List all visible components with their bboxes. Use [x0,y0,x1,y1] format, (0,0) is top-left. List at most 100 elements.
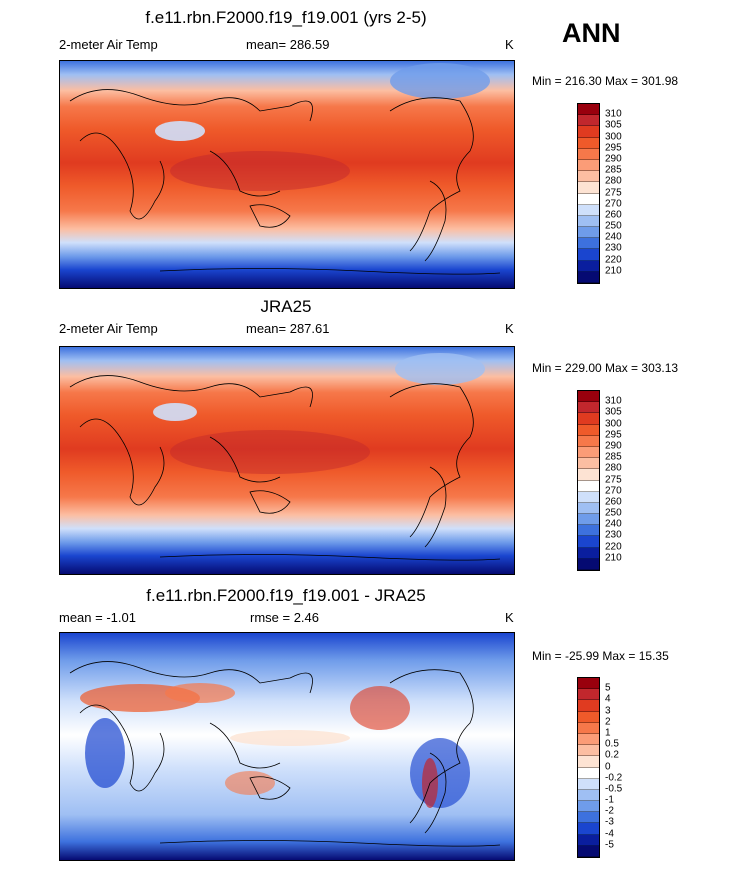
panel3-colorbar-tick-label: 1 [605,727,611,739]
panel3-title: f.e11.rbn.F2000.f19_f19.001 - JRA25 [146,586,426,605]
panel2-title: JRA25 [260,297,312,316]
panel2-colorbar-tick-label: 305 [605,406,622,418]
panel3-colorbar-tick-label: 2 [605,716,611,728]
panel2-colorbar-segments [578,391,599,570]
panel3-colorbar-tick-label: 0 [605,761,611,772]
panel2-colorbar-tick-label: 275 [605,474,622,485]
panel3-colorbar-tick-label: -5 [605,839,614,851]
panel1-colorbar-swatch [578,182,599,194]
panel3-map [59,632,515,861]
panel1-colorbar-tick-label: 300 [605,131,622,143]
panel1-colorbar-tick-label: 230 [605,242,622,254]
panel3-colorbar-swatch [578,812,599,824]
panel3-colorbar [577,677,600,858]
panel1-colorbar-tick-label: 280 [605,175,622,187]
panel3-colorbar-swatch [578,834,599,846]
panel3-colorbar-swatch [578,722,599,734]
panel1-variable-label: 2-meter Air Temp [59,37,158,52]
panel3-map-svg [60,633,514,860]
panel1-colorbar-tick-label: 270 [605,198,622,210]
panel3-colorbar-tick-label: -2 [605,805,614,817]
panel2-colorbar-tick-label: 260 [605,496,622,508]
panel2-colorbar-tick-label: 210 [605,552,622,564]
panel1-colorbar-swatch [578,193,599,205]
panel1-map-svg [60,61,514,288]
panel2-colorbar-swatch [578,435,599,447]
panel3-mean-label: mean = -1.01 [59,610,136,625]
panel1-colorbar-swatch [578,137,599,149]
panel1-colorbar-tick-label: 290 [605,153,622,165]
panel2-map-svg [60,347,514,574]
panel2-colorbar-tick-label: 220 [605,541,622,553]
panel2-variable-label: 2-meter Air Temp [59,321,158,336]
panel1-colorbar-tick-label: 260 [605,209,622,221]
panel1-colorbar-swatch [578,204,599,216]
panel2-minmax: Min = 229.00 Max = 303.13 [532,361,679,375]
panel1-colorbar-swatch [578,249,599,261]
panel2-colorbar-swatch [578,525,599,537]
panel2-colorbar-tick-label: 295 [605,429,622,441]
panel3-colorbar-tick-label: 3 [605,705,611,717]
panel1-colorbar-tick-label: 285 [605,164,622,176]
panel3-colorbar-tick-label: 0.5 [605,738,619,750]
panel1-colorbar-swatch [578,104,599,116]
panel2-colorbar-swatch [578,514,599,526]
panel2-colorbar-tick-label: 285 [605,451,622,463]
panel2-colorbar-swatch [578,458,599,470]
panel2-colorbar-swatch [578,558,599,570]
panel3-colorbar-swatch [578,756,599,768]
panel2-map [59,346,515,575]
panel3-colorbar-swatch [578,733,599,746]
panel1-colorbar-swatch [578,159,599,172]
panel3-colorbar-swatch [578,745,599,757]
panel2-colorbar-swatch [578,491,599,503]
panel1-colorbar-tick-label: 220 [605,254,622,266]
panel3-colorbar-tick-label: -1 [605,794,614,806]
panel2-colorbar-swatch [578,536,599,548]
panel2-colorbar-tick-label: 300 [605,418,622,430]
panel2-mean-label: mean= 287.61 [246,321,330,336]
panel3-colorbar-tick-label: 5 [605,682,611,694]
panel3-units-label: K [505,610,514,625]
season-label: ANN [562,18,621,48]
panel1-minmax: Min = 216.30 Max = 301.98 [532,74,679,88]
panel3-colorbar-swatch [578,845,599,857]
panel3-colorbar-swatch [578,801,599,813]
panel2-colorbar-swatch [578,424,599,436]
panel1-colorbar-tick-label: 305 [605,119,622,131]
panel1-colorbar-segments [578,104,599,283]
panel2-colorbar-tick-label: 230 [605,529,622,541]
panel1-colorbar-tick-label: 295 [605,142,622,154]
panel2-colorbar-tick-label: 240 [605,518,622,530]
panel2-colorbar-tick-label: 250 [605,507,622,519]
panel3-colorbar-tick-label: -4 [605,828,614,840]
panel2-colorbar-swatch [578,413,599,425]
panel1-map [59,60,515,289]
panel1-units-label: K [505,37,514,52]
panel2-colorbar-tick-label: 270 [605,485,622,497]
panel2-colorbar-swatch [578,502,599,515]
panel3-colorbar-tick-label: 0.2 [605,749,619,761]
panel3-colorbar-swatch [578,700,599,712]
panel2-colorbar-swatch [578,469,599,481]
panel2-units-label: K [505,321,514,336]
panel3-colorbar-swatch [578,711,599,723]
panel1-colorbar-tick-label: 310 [605,108,622,120]
panel3-colorbar-swatch [578,823,599,835]
panel3-colorbar-tick-label: -0.2 [605,772,623,784]
panel1-colorbar-tick-label: 275 [605,187,622,198]
panel3-colorbar-swatch [578,789,599,802]
panel2-colorbar-swatch [578,391,599,403]
panel1-colorbar [577,103,600,284]
panel3-colorbar-tick-label: -0.5 [605,783,623,795]
panel2-colorbar-swatch [578,446,599,459]
panel1-colorbar-swatch [578,238,599,250]
panel1-colorbar-swatch [578,115,599,127]
panel3-colorbar-tick-label: 4 [605,693,611,705]
panel3-colorbar-tick-label: -3 [605,816,614,828]
panel1-colorbar-swatch [578,148,599,160]
panel2-colorbar-swatch [578,547,599,559]
panel3-colorbar-swatch [578,778,599,790]
panel1-colorbar-swatch [578,126,599,138]
panel1-colorbar-swatch [578,260,599,272]
